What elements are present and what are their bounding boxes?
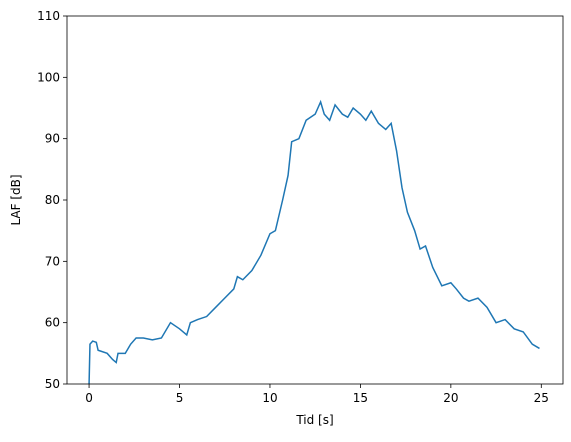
y-tick-label: 80 xyxy=(45,193,60,207)
x-tick-label: 0 xyxy=(85,391,93,405)
x-tick-label: 20 xyxy=(443,391,458,405)
plot-frame xyxy=(66,15,564,385)
x-axis-label: Tid [s] xyxy=(295,413,333,427)
y-tick-label: 110 xyxy=(37,9,60,23)
x-tick-label: 5 xyxy=(176,391,184,405)
data-line xyxy=(88,99,540,385)
y-tick-label: 70 xyxy=(45,254,60,268)
y-axis-label: LAF [dB] xyxy=(9,174,23,225)
x-tick-label: 25 xyxy=(534,391,549,405)
y-tick-label: 60 xyxy=(45,316,60,330)
y-tick-label: 90 xyxy=(45,132,60,146)
y-tick-label: 100 xyxy=(37,70,60,84)
y-tick-label: 50 xyxy=(45,377,60,391)
x-tick-label: 10 xyxy=(262,391,277,405)
x-tick-label: 15 xyxy=(353,391,368,405)
